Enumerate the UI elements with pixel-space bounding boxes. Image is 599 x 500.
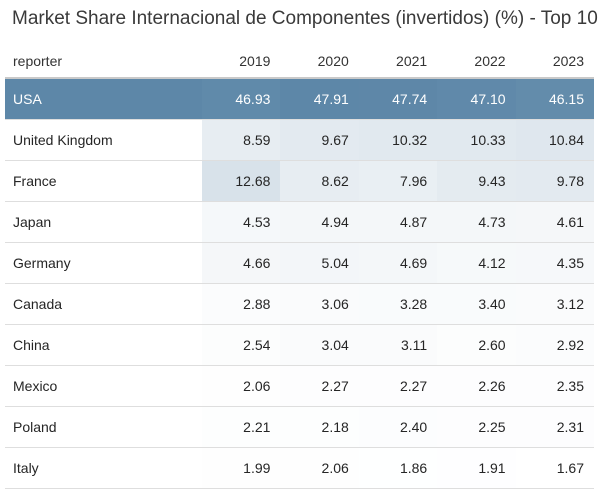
value-cell: 1.86 <box>358 447 438 489</box>
value-cell: 2.18 <box>280 406 359 448</box>
value-cell: 4.73 <box>437 201 516 243</box>
value-cell: 3.28 <box>358 283 438 325</box>
reporter-cell: Japan <box>5 201 203 243</box>
column-header-year[interactable]: 2023 <box>515 44 594 79</box>
header-row: reporter 2019 2020 2021 2022 2023 <box>5 44 594 79</box>
reporter-cell: USA <box>5 78 203 120</box>
column-header-year[interactable]: 2019 <box>202 44 281 79</box>
value-cell: 2.54 <box>202 324 281 366</box>
column-header-reporter[interactable]: reporter <box>5 44 203 79</box>
reporter-cell: Poland <box>5 406 203 448</box>
value-cell: 9.78 <box>515 160 594 202</box>
value-cell: 10.33 <box>437 119 516 161</box>
table-body: USA 46.93 47.91 47.74 47.10 46.15 United Kingd… <box>5 78 594 489</box>
table-row: USA 46.93 47.91 47.74 47.10 46.15 <box>5 78 594 120</box>
value-cell: 46.93 <box>202 78 281 120</box>
value-cell: 1.91 <box>437 447 516 489</box>
value-cell: 2.26 <box>437 365 516 407</box>
table-row: Italy 1.99 2.06 1.86 1.91 1.67 <box>5 447 594 489</box>
value-cell: 2.88 <box>202 283 281 325</box>
value-cell: 5.04 <box>280 242 359 284</box>
value-cell: 2.06 <box>202 365 281 407</box>
value-cell: 46.15 <box>515 78 594 120</box>
value-cell: 2.27 <box>358 365 438 407</box>
table-title: Market Share Internacional de Componente… <box>12 8 598 29</box>
value-cell: 4.69 <box>358 242 438 284</box>
table-row: Japan 4.53 4.94 4.87 4.73 4.61 <box>5 201 594 243</box>
value-cell: 3.11 <box>358 324 438 366</box>
value-cell: 2.27 <box>280 365 359 407</box>
value-cell: 47.74 <box>358 78 438 120</box>
value-cell: 2.25 <box>437 406 516 448</box>
value-cell: 4.87 <box>358 201 438 243</box>
column-header-year[interactable]: 2020 <box>280 44 359 79</box>
table-row: Mexico 2.06 2.27 2.27 2.26 2.35 <box>5 365 594 407</box>
table-row: Canada 2.88 3.06 3.28 3.40 3.12 <box>5 283 594 325</box>
value-cell: 1.99 <box>202 447 281 489</box>
reporter-cell: Mexico <box>5 365 203 407</box>
value-cell: 47.10 <box>437 78 516 120</box>
column-header-year[interactable]: 2021 <box>358 44 438 79</box>
reporter-cell: United Kingdom <box>5 119 203 161</box>
value-cell: 3.06 <box>280 283 359 325</box>
value-cell: 3.40 <box>437 283 516 325</box>
value-cell: 7.96 <box>358 160 438 202</box>
value-cell: 10.32 <box>358 119 438 161</box>
value-cell: 4.61 <box>515 201 594 243</box>
market-share-table: reporter 2019 2020 2021 2022 2023 USA 46.… <box>5 44 594 489</box>
value-cell: 2.35 <box>515 365 594 407</box>
column-header-year[interactable]: 2022 <box>437 44 516 79</box>
value-cell: 3.04 <box>280 324 359 366</box>
value-cell: 4.53 <box>202 201 281 243</box>
value-cell: 2.60 <box>437 324 516 366</box>
reporter-cell: Italy <box>5 447 203 489</box>
value-cell: 10.84 <box>515 119 594 161</box>
table-row: Poland 2.21 2.18 2.40 2.25 2.31 <box>5 406 594 448</box>
table-row: France 12.68 8.62 7.96 9.43 9.78 <box>5 160 594 202</box>
table-row: Germany 4.66 5.04 4.69 4.12 4.35 <box>5 242 594 284</box>
value-cell: 2.06 <box>280 447 359 489</box>
table-row: United Kingdom 8.59 9.67 10.32 10.33 10.84 <box>5 119 594 161</box>
value-cell: 8.59 <box>202 119 281 161</box>
value-cell: 9.43 <box>437 160 516 202</box>
value-cell: 1.67 <box>515 447 594 489</box>
reporter-cell: Germany <box>5 242 203 284</box>
reporter-cell: France <box>5 160 203 202</box>
reporter-cell: Canada <box>5 283 203 325</box>
value-cell: 9.67 <box>280 119 359 161</box>
value-cell: 2.40 <box>358 406 438 448</box>
value-cell: 3.12 <box>515 283 594 325</box>
value-cell: 4.35 <box>515 242 594 284</box>
value-cell: 4.12 <box>437 242 516 284</box>
value-cell: 2.92 <box>515 324 594 366</box>
value-cell: 4.66 <box>202 242 281 284</box>
value-cell: 8.62 <box>280 160 359 202</box>
table-row: China 2.54 3.04 3.11 2.60 2.92 <box>5 324 594 366</box>
value-cell: 2.31 <box>515 406 594 448</box>
value-cell: 2.21 <box>202 406 281 448</box>
value-cell: 4.94 <box>280 201 359 243</box>
value-cell: 12.68 <box>202 160 281 202</box>
value-cell: 47.91 <box>280 78 359 120</box>
reporter-cell: China <box>5 324 203 366</box>
